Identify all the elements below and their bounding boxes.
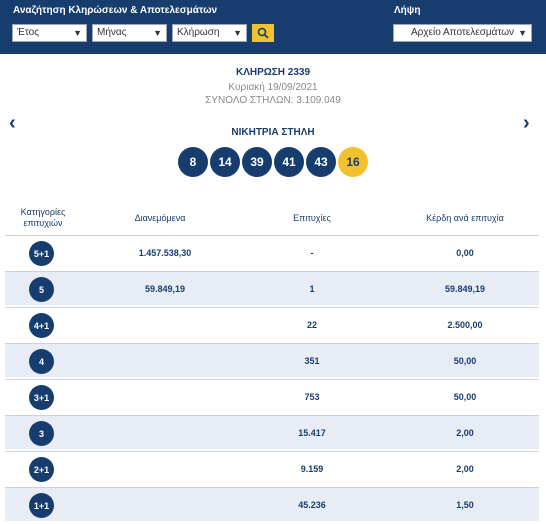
- winning-column-title: ΝΙΚΗΤΡΙΑ ΣΤΗΛΗ: [231, 127, 315, 138]
- distributed-cell: 59.849,19: [144, 284, 186, 294]
- number-ball: 43: [306, 147, 336, 177]
- download-select-label: Αρχείο Αποτελεσμάτων: [410, 27, 515, 38]
- search-title: Αναζήτηση Κληρώσεων & Αποτελεσμάτων: [13, 5, 218, 16]
- hits-cell: 753: [304, 392, 320, 402]
- header-hits: Επιτυχίες: [293, 213, 331, 223]
- number-ball: 39: [242, 147, 272, 177]
- number-ball: 14: [210, 147, 240, 177]
- category-badge: 3+1: [29, 385, 54, 410]
- table-row: 5+1 1.457.538,30 - 0,00: [5, 235, 539, 269]
- table-row: 1+1 45.236 1,50: [5, 487, 539, 521]
- winning-numbers: 8 14 39 41 43 16: [0, 147, 546, 177]
- header-distributed: Διανεμόμενα: [134, 213, 186, 223]
- prize-cell: 59.849,19: [444, 284, 486, 294]
- chevron-down-icon: ▼: [153, 28, 162, 38]
- category-badge: 5+1: [29, 241, 54, 266]
- chevron-down-icon: ▼: [233, 28, 242, 38]
- hits-cell: -: [310, 248, 314, 258]
- draw-select-label: Κλήρωση: [177, 27, 220, 38]
- draw-title: ΚΛΗΡΩΣΗ 2339: [235, 67, 311, 78]
- table-row: 2+1 9.159 2,00: [5, 451, 539, 485]
- month-select-label: Μήνας: [97, 27, 127, 38]
- number-ball: 8: [178, 147, 208, 177]
- prize-cell: 2.500,00: [447, 320, 483, 330]
- prize-cell: 0,00: [456, 248, 474, 258]
- year-select-label: Έτος: [17, 27, 40, 38]
- previous-draw-arrow-icon[interactable]: ‹: [9, 112, 16, 134]
- category-badge: 3: [29, 421, 54, 446]
- category-badge: 4: [29, 349, 54, 374]
- prize-cell: 2,00: [456, 464, 474, 474]
- draw-date: Κυριακή 19/09/2021: [228, 82, 318, 93]
- prize-cell: 50,00: [453, 356, 477, 366]
- hits-cell: 351: [304, 356, 320, 366]
- search-button[interactable]: [252, 24, 274, 42]
- hits-cell: 9.159: [300, 464, 324, 474]
- chevron-down-icon: ▼: [73, 28, 82, 38]
- category-badge: 4+1: [29, 313, 54, 338]
- header-category: Κατηγορίες επιτυχιών: [20, 207, 66, 228]
- year-select[interactable]: Έτος ▼: [12, 24, 87, 42]
- hits-cell: 15.417: [298, 428, 326, 438]
- table-row: 3+1 753 50,00: [5, 379, 539, 413]
- download-select[interactable]: Αρχείο Αποτελεσμάτων ▼: [393, 24, 532, 42]
- results-table-header: Κατηγορίες επιτυχιών Διανεμόμενα Επιτυχί…: [0, 205, 546, 235]
- prize-cell: 50,00: [453, 392, 477, 402]
- distributed-cell: 1.457.538,30: [138, 248, 192, 258]
- table-row: 4+1 22 2.500,00: [5, 307, 539, 341]
- table-row: 5 59.849,19 1 59.849,19: [5, 271, 539, 305]
- total-columns: ΣΥΝΟΛΟ ΣΤΗΛΩΝ: 3.109.049: [205, 95, 341, 106]
- table-row: 3 15.417 2,00: [5, 415, 539, 449]
- search-bar: Αναζήτηση Κληρώσεων & Αποτελεσμάτων Έτος…: [0, 0, 546, 54]
- draw-select[interactable]: Κλήρωση ▼: [172, 24, 247, 42]
- next-draw-arrow-icon[interactable]: ›: [523, 112, 530, 134]
- search-icon: [257, 27, 269, 39]
- hits-cell: 22: [306, 320, 317, 330]
- category-badge: 1+1: [29, 493, 54, 518]
- category-badge: 5: [29, 277, 54, 302]
- joker-ball: 16: [338, 147, 368, 177]
- hits-cell: 45.236: [298, 500, 326, 510]
- number-ball: 41: [274, 147, 304, 177]
- download-title: Λήψη: [394, 5, 421, 16]
- table-row: 4 351 50,00: [5, 343, 539, 377]
- prize-cell: 2,00: [456, 428, 474, 438]
- hits-cell: 1: [309, 284, 315, 294]
- prize-cell: 1,50: [456, 500, 474, 510]
- category-badge: 2+1: [29, 457, 54, 482]
- month-select[interactable]: Μήνας ▼: [92, 24, 167, 42]
- header-prize: Κέρδη ανά επιτυχία: [426, 213, 504, 223]
- chevron-down-icon: ▼: [518, 28, 527, 38]
